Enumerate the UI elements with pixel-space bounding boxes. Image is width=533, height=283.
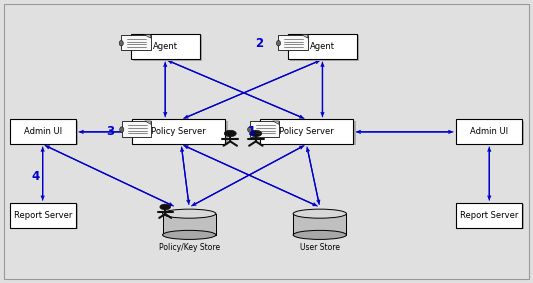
FancyBboxPatch shape <box>458 204 524 229</box>
FancyBboxPatch shape <box>10 203 76 228</box>
Ellipse shape <box>248 127 252 132</box>
Text: 2: 2 <box>255 37 264 50</box>
FancyBboxPatch shape <box>290 35 359 61</box>
FancyBboxPatch shape <box>456 203 522 228</box>
Polygon shape <box>272 121 279 125</box>
FancyBboxPatch shape <box>132 119 225 144</box>
Ellipse shape <box>293 230 346 239</box>
Text: Admin UI: Admin UI <box>24 127 62 136</box>
Text: 3: 3 <box>106 125 115 138</box>
Ellipse shape <box>163 230 216 239</box>
Ellipse shape <box>277 40 280 46</box>
FancyBboxPatch shape <box>10 119 76 144</box>
FancyBboxPatch shape <box>279 35 308 50</box>
Circle shape <box>250 130 262 137</box>
Ellipse shape <box>120 127 124 132</box>
Polygon shape <box>301 35 308 38</box>
FancyBboxPatch shape <box>458 121 524 145</box>
FancyBboxPatch shape <box>262 121 356 145</box>
FancyBboxPatch shape <box>122 121 151 136</box>
Text: Agent: Agent <box>153 42 177 51</box>
FancyBboxPatch shape <box>456 119 522 144</box>
Ellipse shape <box>119 40 123 46</box>
FancyBboxPatch shape <box>133 35 202 61</box>
Text: Report Server: Report Server <box>14 211 72 220</box>
Text: Policy Server: Policy Server <box>151 127 206 136</box>
FancyBboxPatch shape <box>134 121 228 145</box>
Circle shape <box>224 130 236 137</box>
FancyBboxPatch shape <box>12 204 78 229</box>
Ellipse shape <box>163 209 216 218</box>
Ellipse shape <box>293 209 346 218</box>
Polygon shape <box>144 35 151 38</box>
FancyBboxPatch shape <box>131 34 200 59</box>
Text: User Store: User Store <box>300 243 340 252</box>
Text: Agent: Agent <box>310 42 335 51</box>
Text: Policy/Key Store: Policy/Key Store <box>159 243 220 252</box>
FancyBboxPatch shape <box>288 34 357 59</box>
FancyBboxPatch shape <box>122 35 151 50</box>
FancyBboxPatch shape <box>249 121 279 136</box>
FancyBboxPatch shape <box>12 121 78 145</box>
Text: Policy Server: Policy Server <box>279 127 334 136</box>
Bar <box>293 214 346 235</box>
Polygon shape <box>144 121 151 125</box>
Text: Admin UI: Admin UI <box>470 127 508 136</box>
Text: 1: 1 <box>247 125 256 138</box>
Text: Report Server: Report Server <box>460 211 518 220</box>
FancyBboxPatch shape <box>260 119 353 144</box>
Text: 4: 4 <box>31 170 40 183</box>
Bar <box>163 214 216 235</box>
Circle shape <box>160 204 171 210</box>
